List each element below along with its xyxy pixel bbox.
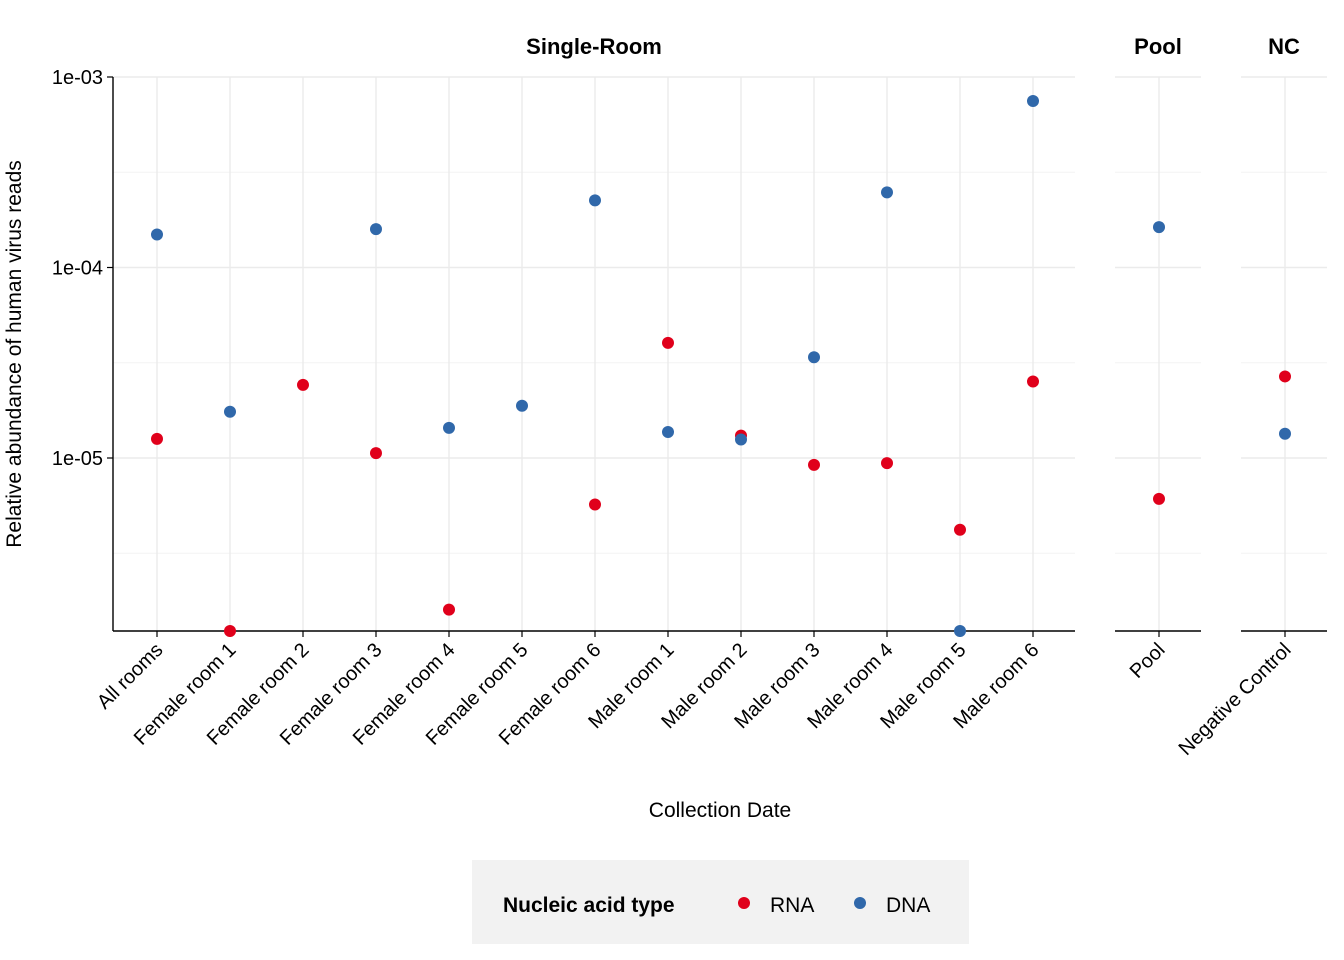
point-dna-pool: [1153, 221, 1165, 234]
x-tick-label-all-rooms: All rooms: [93, 639, 168, 714]
point-rna-all-rooms: [151, 432, 163, 445]
point-rna-female-room-2: [297, 378, 309, 391]
panel-title-nc: NC: [1268, 34, 1300, 59]
point-dna-male-room-3: [808, 351, 820, 364]
grid-layer: [113, 76, 1327, 631]
point-rna-pool: [1153, 492, 1165, 505]
y-tick-label: 1e-04: [52, 258, 103, 280]
point-dna-female-room-5: [516, 399, 528, 412]
point-dna-female-room-3: [370, 223, 382, 236]
point-rna-female-room-3: [370, 447, 382, 460]
point-dna-female-room-6: [589, 194, 601, 207]
point-dna-male-room-1: [662, 425, 674, 438]
x-tick-label-negative-control: Negative Control: [1175, 639, 1296, 760]
point-rna-male-room-6: [1027, 375, 1039, 388]
point-rna-negative-control: [1279, 370, 1291, 383]
legend-swatch-rna: [738, 897, 750, 909]
legend-label-dna: DNA: [886, 894, 930, 917]
point-dna-all-rooms: [151, 228, 163, 241]
point-dna-male-room-6: [1027, 95, 1039, 108]
panel-title-single-room: Single-Room: [526, 34, 662, 59]
y-tick-label: 1e-03: [52, 67, 103, 89]
point-rna-female-room-1: [224, 625, 236, 637]
axis-layer: [107, 76, 1327, 637]
y-axis-title: Relative abundance of human virus reads: [3, 160, 26, 548]
point-dna-male-room-4: [881, 186, 893, 199]
point-rna-male-room-1: [662, 336, 674, 349]
point-rna-female-room-6: [589, 498, 601, 511]
point-rna-male-room-3: [808, 458, 820, 471]
point-rna-male-room-4: [881, 457, 893, 470]
x-axis-title: Collection Date: [649, 799, 791, 822]
point-dna-male-room-5: [954, 625, 966, 637]
points-layer: [151, 95, 1291, 637]
point-dna-negative-control: [1279, 427, 1291, 440]
y-tick-label: 1e-05: [52, 448, 103, 470]
point-rna-female-room-4: [443, 603, 455, 616]
point-dna-female-room-1: [224, 405, 236, 418]
point-dna-male-room-2: [735, 433, 747, 446]
legend: Nucleic acid type RNA DNA: [472, 860, 969, 944]
legend-title: Nucleic acid type: [503, 894, 675, 917]
point-rna-male-room-5: [954, 523, 966, 536]
x-tick-label-pool: Pool: [1126, 639, 1170, 683]
legend-background: [472, 860, 969, 944]
point-dna-female-room-4: [443, 421, 455, 434]
panel-title-pool: Pool: [1134, 34, 1182, 59]
legend-swatch-dna: [854, 897, 866, 909]
legend-label-rna: RNA: [770, 894, 814, 917]
